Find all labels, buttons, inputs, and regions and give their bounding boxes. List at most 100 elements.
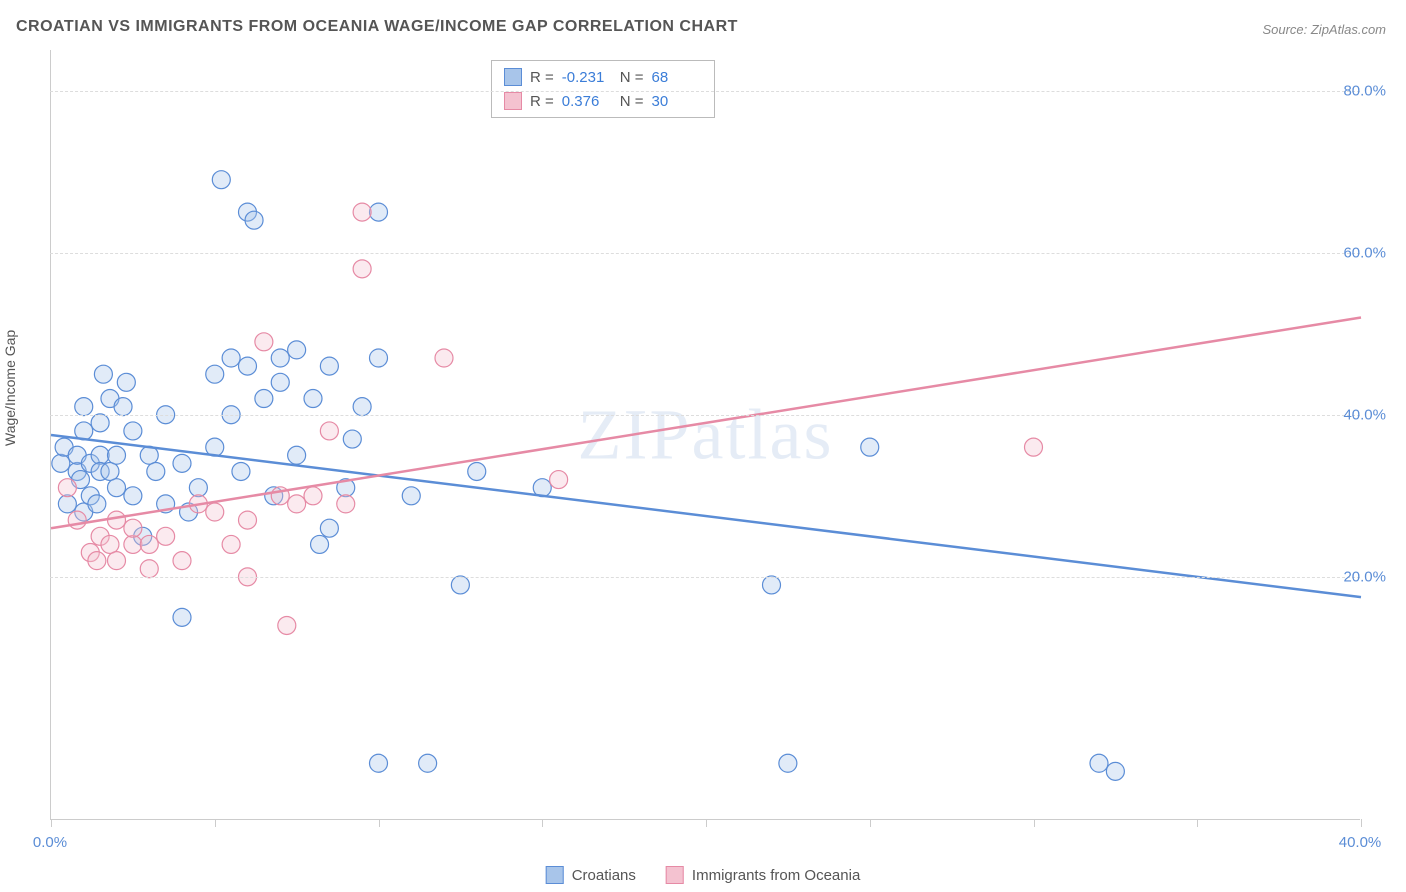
scatter-point	[222, 349, 240, 367]
scatter-point	[468, 462, 486, 480]
scatter-point	[75, 398, 93, 416]
scatter-point	[222, 535, 240, 553]
scatter-point	[419, 754, 437, 772]
scatter-point	[94, 365, 112, 383]
legend-row-series-2: R = 0.376 N = 30	[504, 89, 702, 113]
scatter-point	[370, 203, 388, 221]
scatter-point	[140, 535, 158, 553]
legend-n-label: N =	[620, 93, 644, 110]
scatter-point	[779, 754, 797, 772]
scatter-point	[189, 479, 207, 497]
scatter-point	[101, 462, 119, 480]
scatter-point	[147, 462, 165, 480]
scatter-point	[271, 373, 289, 391]
scatter-point	[108, 552, 126, 570]
scatter-point	[101, 535, 119, 553]
chart-title: CROATIAN VS IMMIGRANTS FROM OCEANIA WAGE…	[16, 18, 738, 36]
scatter-point	[288, 446, 306, 464]
scatter-point	[232, 462, 250, 480]
scatter-point	[353, 203, 371, 221]
scatter-point	[124, 487, 142, 505]
ytick-label: 20.0%	[1343, 568, 1386, 585]
scatter-point	[550, 471, 568, 489]
gridline-h	[50, 91, 1360, 92]
scatter-point	[88, 495, 106, 513]
xtick-label: 40.0%	[1339, 834, 1382, 851]
xtick	[706, 819, 707, 827]
scatter-point	[288, 495, 306, 513]
gridline-h	[50, 253, 1360, 254]
y-axis-label: Wage/Income Gap	[2, 330, 18, 446]
scatter-point	[173, 552, 191, 570]
series-swatch-2	[666, 866, 684, 884]
xtick	[542, 819, 543, 827]
scatter-point	[304, 390, 322, 408]
scatter-point	[370, 754, 388, 772]
scatter-point	[124, 422, 142, 440]
xtick	[1361, 819, 1362, 827]
xtick	[1034, 819, 1035, 827]
scatter-point	[353, 260, 371, 278]
scatter-point	[212, 171, 230, 189]
scatter-point	[206, 503, 224, 521]
xtick	[870, 819, 871, 827]
plot-area: ZIPatlas R = -0.231 N = 68 R = 0.376 N =…	[50, 50, 1360, 820]
legend-r-label: R =	[530, 69, 554, 86]
scatter-point	[239, 357, 257, 375]
scatter-point	[173, 608, 191, 626]
xtick	[215, 819, 216, 827]
scatter-point	[320, 422, 338, 440]
scatter-point	[353, 398, 371, 416]
legend-n-value-1: 68	[652, 69, 702, 86]
legend-r-value-1: -0.231	[562, 69, 612, 86]
scatter-point	[288, 341, 306, 359]
scatter-point	[255, 333, 273, 351]
legend-r-value-2: 0.376	[562, 93, 612, 110]
scatter-point	[763, 576, 781, 594]
scatter-point	[271, 349, 289, 367]
series-swatch-1	[546, 866, 564, 884]
scatter-point	[58, 479, 76, 497]
scatter-point	[1106, 762, 1124, 780]
scatter-point	[435, 349, 453, 367]
series-label-1: Croatians	[572, 867, 636, 884]
scatter-point	[108, 446, 126, 464]
scatter-point	[337, 495, 355, 513]
scatter-point	[255, 390, 273, 408]
scatter-point	[173, 454, 191, 472]
legend-row-series-1: R = -0.231 N = 68	[504, 65, 702, 89]
gridline-h	[50, 577, 1360, 578]
scatter-point	[88, 552, 106, 570]
legend-n-label: N =	[620, 69, 644, 86]
scatter-plot-svg	[51, 50, 1360, 819]
ytick-label: 80.0%	[1343, 82, 1386, 99]
scatter-point	[311, 535, 329, 553]
scatter-point	[1090, 754, 1108, 772]
scatter-point	[861, 438, 879, 456]
scatter-point	[108, 511, 126, 529]
ytick-label: 60.0%	[1343, 244, 1386, 261]
xtick-label: 0.0%	[33, 834, 67, 851]
scatter-point	[124, 519, 142, 537]
scatter-point	[402, 487, 420, 505]
series-legend: Croatians Immigrants from Oceania	[546, 866, 861, 884]
scatter-point	[206, 365, 224, 383]
xtick	[1197, 819, 1198, 827]
scatter-point	[320, 519, 338, 537]
source-attribution: Source: ZipAtlas.com	[1262, 22, 1386, 37]
scatter-point	[52, 454, 70, 472]
legend-n-value-2: 30	[652, 93, 702, 110]
scatter-point	[370, 349, 388, 367]
scatter-point	[91, 414, 109, 432]
scatter-point	[278, 616, 296, 634]
scatter-point	[140, 560, 158, 578]
xtick	[379, 819, 380, 827]
scatter-point	[157, 527, 175, 545]
scatter-point	[1025, 438, 1043, 456]
scatter-point	[58, 495, 76, 513]
scatter-point	[245, 211, 263, 229]
ytick-label: 40.0%	[1343, 406, 1386, 423]
gridline-h	[50, 415, 1360, 416]
scatter-point	[320, 357, 338, 375]
scatter-point	[91, 446, 109, 464]
